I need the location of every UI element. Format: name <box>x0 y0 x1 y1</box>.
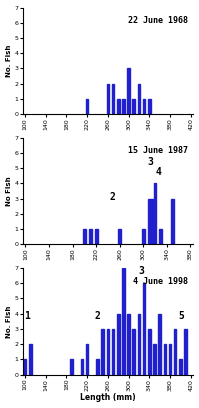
Bar <box>127 314 130 375</box>
Bar <box>70 359 73 375</box>
Bar <box>148 329 151 375</box>
Bar <box>153 344 156 375</box>
Bar <box>179 359 182 375</box>
Bar <box>101 329 104 375</box>
Text: 3: 3 <box>139 266 144 276</box>
Text: 1: 1 <box>24 311 30 322</box>
Bar <box>138 314 140 375</box>
Bar <box>171 199 174 244</box>
Bar <box>154 184 156 244</box>
Bar <box>112 329 114 375</box>
Bar <box>107 84 109 114</box>
Bar <box>89 229 92 244</box>
Y-axis label: No Fish: No Fish <box>6 176 12 206</box>
Bar <box>24 359 26 375</box>
Y-axis label: No. Fish: No. Fish <box>6 45 12 77</box>
Bar <box>107 329 109 375</box>
Bar <box>86 344 89 375</box>
Bar <box>118 229 121 244</box>
Bar <box>174 329 177 375</box>
X-axis label: Length (mm): Length (mm) <box>80 393 136 402</box>
Bar <box>143 99 145 114</box>
Bar <box>148 99 151 114</box>
Bar <box>138 84 140 114</box>
Bar <box>122 268 125 375</box>
Bar <box>112 84 114 114</box>
Text: 15 June 1987: 15 June 1987 <box>128 146 188 155</box>
Text: 22 June 1968: 22 June 1968 <box>128 16 188 25</box>
Bar <box>83 229 86 244</box>
Bar <box>158 314 161 375</box>
Bar <box>142 229 145 244</box>
Bar <box>133 329 135 375</box>
Text: 2: 2 <box>95 311 100 322</box>
Bar <box>143 283 145 375</box>
Bar <box>117 99 120 114</box>
Text: 5: 5 <box>179 311 184 322</box>
Bar <box>81 359 83 375</box>
Bar <box>29 344 32 375</box>
Bar <box>86 99 89 114</box>
Bar <box>151 199 154 244</box>
Text: 4: 4 <box>156 167 161 177</box>
Bar <box>164 344 166 375</box>
Bar <box>117 314 120 375</box>
Bar <box>169 344 171 375</box>
Bar <box>133 99 135 114</box>
Bar <box>159 229 162 244</box>
Bar <box>122 99 125 114</box>
Y-axis label: No. Fish: No. Fish <box>6 305 12 337</box>
Bar <box>96 359 99 375</box>
Bar <box>95 229 98 244</box>
Bar <box>148 199 151 244</box>
Bar <box>184 329 187 375</box>
Text: 4 June 1998: 4 June 1998 <box>133 277 188 286</box>
Bar <box>127 69 130 114</box>
Text: 2: 2 <box>110 192 116 202</box>
Text: 3: 3 <box>147 157 153 167</box>
